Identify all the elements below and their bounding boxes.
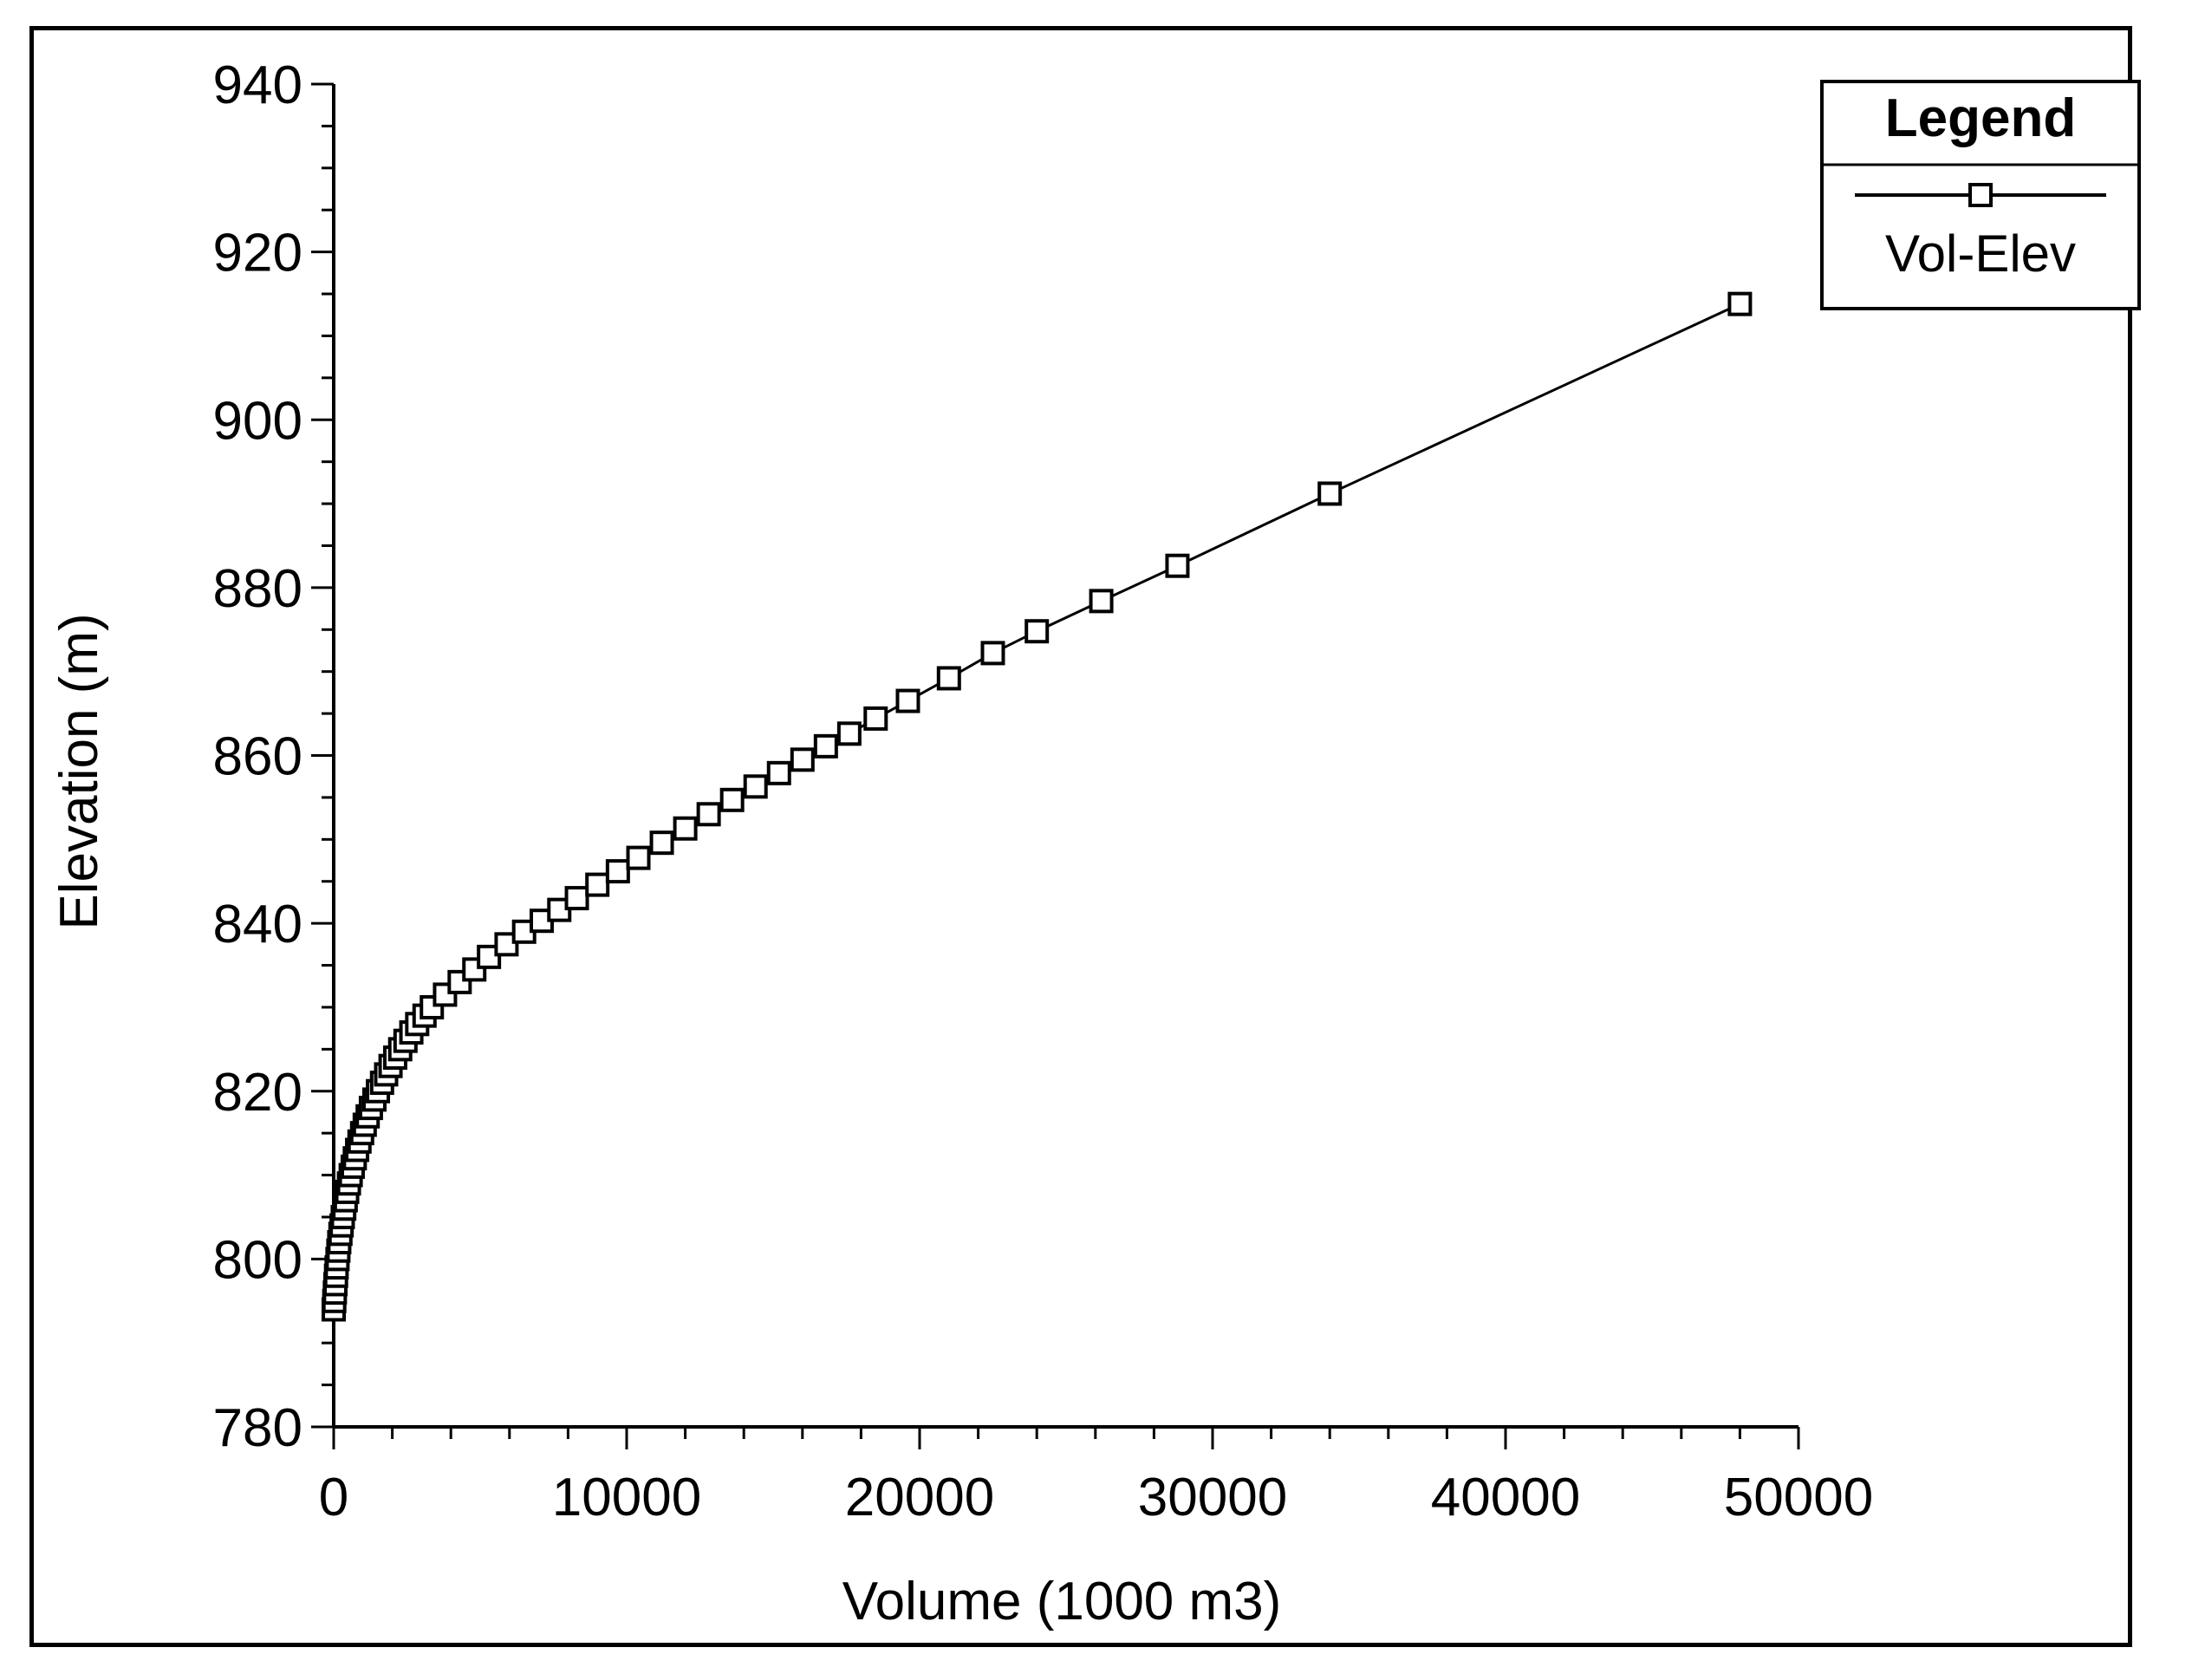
- y-tick-label: 920: [213, 224, 302, 283]
- data-point-marker: [936, 666, 961, 691]
- data-point-marker: [1089, 589, 1114, 614]
- legend-title: Legend: [1885, 88, 2076, 148]
- data-point-marker: [980, 641, 1005, 666]
- data-point-marker: [1727, 291, 1753, 316]
- data-point-marker: [494, 932, 519, 957]
- data-point-marker: [895, 688, 920, 713]
- data-point-marker: [585, 872, 610, 897]
- y-tick-label: 860: [213, 727, 302, 787]
- y-axis-label: Elevation (m): [49, 613, 109, 929]
- data-point-marker: [564, 886, 589, 911]
- x-tick-label: 50000: [1724, 1468, 1873, 1527]
- data-point-marker: [605, 859, 630, 884]
- data-point-marker: [447, 969, 472, 994]
- y-tick-label: 940: [213, 55, 302, 115]
- x-tick-label: 20000: [845, 1468, 994, 1527]
- data-point-marker: [766, 760, 791, 785]
- y-tick-label: 900: [213, 391, 302, 451]
- series-line: [332, 303, 1741, 1310]
- legend-series-marker: [1968, 183, 1993, 207]
- data-point-marker: [719, 787, 745, 812]
- x-tick-label: 30000: [1138, 1468, 1287, 1527]
- data-point-marker: [649, 830, 674, 856]
- x-tick-label: 0: [319, 1468, 348, 1527]
- y-tick-label: 840: [213, 895, 302, 954]
- x-axis-label: Volume (1000 m3): [842, 1572, 1282, 1631]
- series-layer: [322, 291, 1753, 1322]
- data-point-marker: [696, 802, 721, 827]
- y-tick-label: 880: [213, 559, 302, 619]
- data-point-marker: [1024, 619, 1050, 644]
- x-axis: 0 10000 20000 30000 40000 50000: [319, 1425, 1873, 1527]
- y-tick-label: 780: [213, 1398, 302, 1458]
- data-point-marker: [1317, 481, 1343, 506]
- legend: Legend Vol-Elev: [1820, 80, 2141, 310]
- x-tick-label: 10000: [552, 1468, 701, 1527]
- x-tick-label: 40000: [1431, 1468, 1580, 1527]
- chart-frame: [29, 26, 2132, 1647]
- data-point-marker: [673, 816, 698, 841]
- y-tick-label: 800: [213, 1230, 302, 1290]
- data-point-marker: [1165, 553, 1190, 578]
- data-point-marker: [813, 733, 838, 759]
- data-point-marker: [626, 845, 651, 870]
- data-point-marker: [790, 747, 815, 772]
- data-point-marker: [743, 774, 768, 799]
- y-axis: 780 800 820 840 860 880 900 920 940: [213, 55, 335, 1458]
- data-point-marker: [836, 721, 862, 746]
- legend-series-label: Vol-Elev: [1885, 225, 2076, 283]
- y-tick-label: 820: [213, 1063, 302, 1123]
- data-point-marker: [863, 706, 888, 731]
